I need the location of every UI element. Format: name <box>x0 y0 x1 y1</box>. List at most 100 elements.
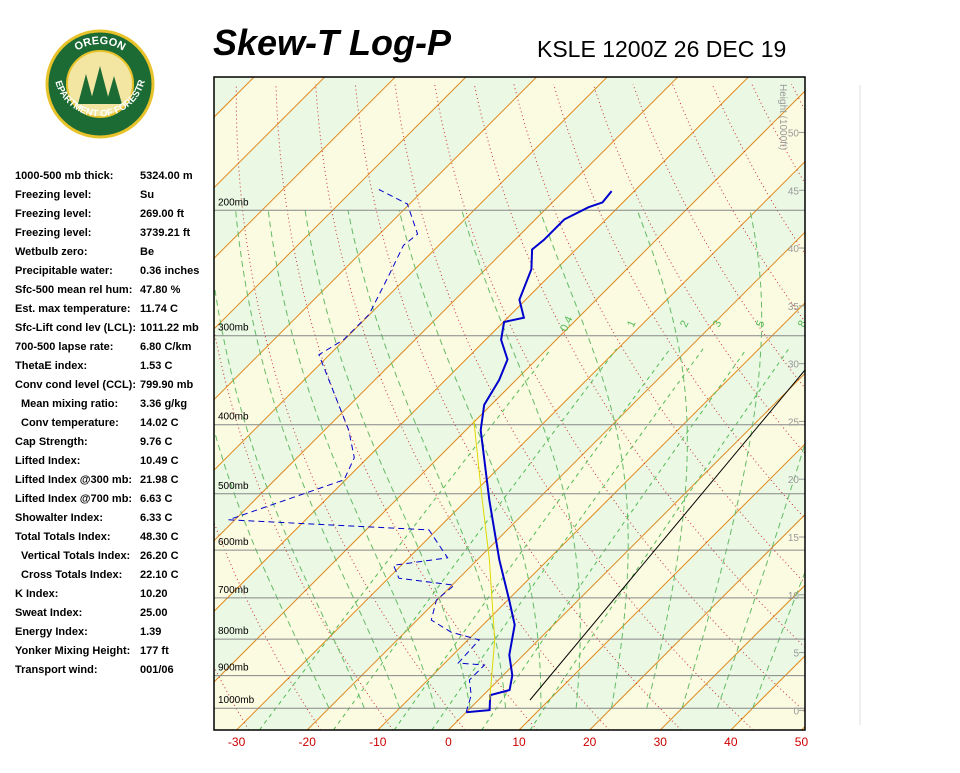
index-value: 9.76 C <box>140 436 172 448</box>
height-tick-label: 20 <box>788 475 800 486</box>
index-label: Mean mixing ratio: <box>21 398 118 410</box>
index-label: Freezing level: <box>15 208 91 220</box>
index-label: Lifted Index: <box>15 455 80 467</box>
pressure-label: 900mb <box>218 663 249 674</box>
temperature-band <box>801 77 960 730</box>
index-value: 10.49 C <box>140 455 179 467</box>
pressure-label: 400mb <box>218 412 249 423</box>
index-label: Sfc-500 mean rel hum: <box>15 284 132 296</box>
index-label: Yonker Mixing Height: <box>15 645 130 657</box>
dry-adiabat <box>910 84 960 730</box>
index-label: Sweat Index: <box>15 607 82 619</box>
index-value: 25.00 <box>140 607 168 619</box>
dry-adiabat <box>831 84 960 730</box>
index-value: 6.63 C <box>140 493 172 505</box>
index-value: 0.36 inches <box>140 265 199 277</box>
index-value: 6.80 C/km <box>140 341 192 353</box>
height-tick-label: 45 <box>788 186 800 197</box>
pressure-label: 1000mb <box>218 695 255 706</box>
chart-title: Skew-T Log-P <box>213 22 452 63</box>
height-tick-label: 40 <box>788 244 800 255</box>
height-tick-label: 25 <box>788 417 800 428</box>
index-label: Sfc-Lift cond lev (LCL): <box>15 322 136 334</box>
index-value: 1.39 <box>140 626 161 638</box>
x-tick-label: 30 <box>654 735 668 749</box>
x-tick-label: -10 <box>369 735 387 749</box>
index-label: 1000-500 mb thick: <box>15 170 113 182</box>
index-label: Vertical Totals Index: <box>21 550 130 562</box>
index-value: 799.90 mb <box>140 379 193 391</box>
x-tick-label: 50 <box>795 735 809 749</box>
pressure-label: 200mb <box>218 197 249 208</box>
index-value: 11.74 C <box>140 303 178 315</box>
index-label: Conv cond level (CCL): <box>15 379 136 391</box>
x-tick-label: 10 <box>512 735 526 749</box>
index-value: 177 ft <box>140 645 169 657</box>
index-value: 48.30 C <box>140 531 179 543</box>
index-value: 269.00 ft <box>140 208 184 220</box>
index-value: 47.80 % <box>140 284 181 296</box>
height-tick-label: 50 <box>788 128 800 139</box>
index-label: Energy Index: <box>15 626 88 638</box>
index-label: Conv temperature: <box>21 417 119 429</box>
index-label: Est. max temperature: <box>15 303 131 315</box>
index-value: 26.20 C <box>140 550 179 562</box>
height-axis-label: Height (1000ft) <box>777 84 788 150</box>
index-label: Freezing level: <box>15 227 91 239</box>
pressure-label: 600mb <box>218 537 249 548</box>
height-tick-label: 15 <box>788 533 800 544</box>
axes: -30 -20 -10 0 10 20 30 40 50 <box>228 735 809 749</box>
pressure-label: 500mb <box>218 481 249 492</box>
index-label: Cross Totals Index: <box>21 569 122 581</box>
indices-table: 1000-500 mb thick: 5324.00 m Freezing leve… <box>15 170 199 676</box>
height-tick-label: 35 <box>788 302 800 313</box>
index-value: 3739.21 ft <box>140 227 190 239</box>
index-label: ThetaE index: <box>15 360 87 372</box>
pressure-label: 800mb <box>218 626 249 637</box>
height-tick-label: 10 <box>788 591 800 602</box>
isotherm-extension <box>872 77 960 730</box>
index-value: 6.33 C <box>140 512 172 524</box>
logo: OREGON DEPARTMENT OF FORESTRY <box>0 0 153 137</box>
index-value: 3.36 g/kg <box>140 398 187 410</box>
index-value: 21.98 C <box>140 474 179 486</box>
index-label: Wetbulb zero: <box>15 246 88 258</box>
x-tick-label: 20 <box>583 735 597 749</box>
index-label: K Index: <box>15 588 58 600</box>
x-tick-label: -30 <box>228 735 246 749</box>
isotherm-extension <box>943 77 960 730</box>
height-tick-label: 30 <box>788 360 800 371</box>
height-tick-label: 5 <box>793 649 799 660</box>
index-label: Lifted Index @300 mb: <box>15 474 132 486</box>
index-label: Freezing level: <box>15 189 91 201</box>
index-value: 5324.00 m <box>140 170 193 182</box>
index-value: 22.10 C <box>140 569 179 581</box>
height-tick-label: 0 <box>793 706 799 717</box>
index-label: 700-500 lapse rate: <box>15 341 113 353</box>
x-tick-label: 40 <box>724 735 738 749</box>
index-value: Be <box>140 246 154 258</box>
pressure-label: 300mb <box>218 323 249 334</box>
index-value: 1.53 C <box>140 360 172 372</box>
index-value: 14.02 C <box>140 417 179 429</box>
dry-adiabat <box>792 84 960 730</box>
temperature-band <box>872 77 960 730</box>
pressure-label: 700mb <box>218 585 249 596</box>
index-label: Showalter Index: <box>15 512 103 524</box>
index-value: Su <box>140 189 154 201</box>
dry-adiabat <box>950 84 960 730</box>
index-label: Lifted Index @700 mb: <box>15 493 132 505</box>
index-label: Transport wind: <box>15 664 98 676</box>
index-label: Total Totals Index: <box>15 531 111 543</box>
index-value: 1011.22 mb <box>140 322 199 334</box>
isotherm <box>801 77 960 730</box>
x-tick-label: -20 <box>299 735 317 749</box>
index-value: 10.20 <box>140 588 168 600</box>
index-label: Precipitable water: <box>15 265 113 277</box>
index-label: Cap Strength: <box>15 436 88 448</box>
index-value: 001/06 <box>140 664 174 676</box>
x-tick-label: 0 <box>445 735 452 749</box>
chart-subtitle: KSLE 1200Z 26 DEC 19 <box>537 36 786 62</box>
